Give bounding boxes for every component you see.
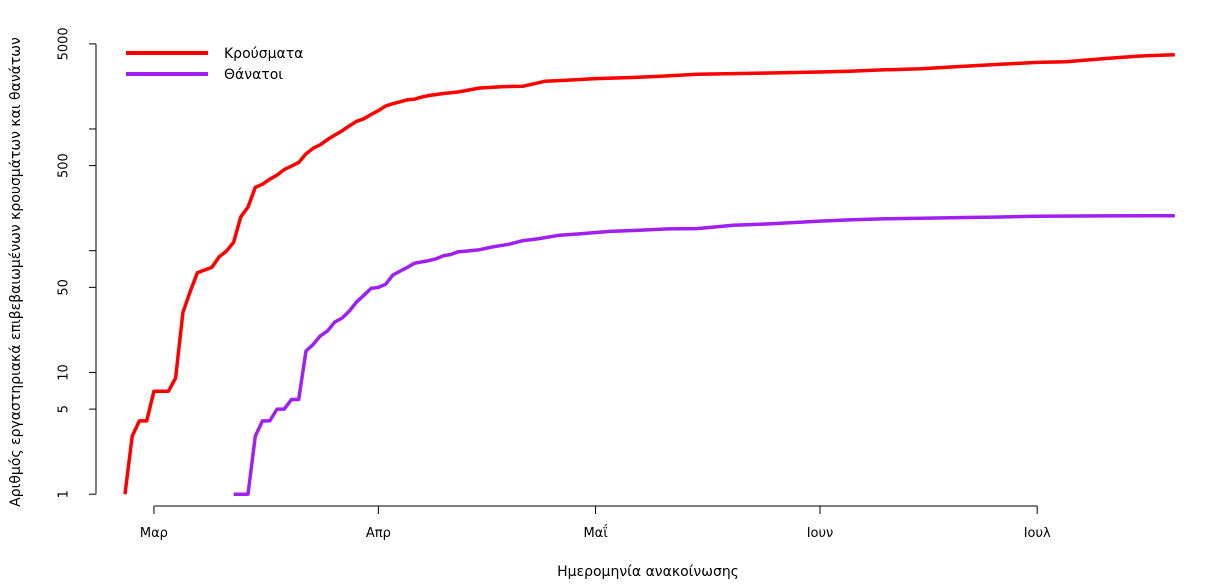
legend-label-0: Κρούσματα (224, 46, 303, 62)
series-line-1 (233, 213, 1175, 496)
x-tick-label: Απρ (366, 526, 391, 541)
x-axis: Μαρ Απρ Μαΐ Ιουν Ιουλ (140, 505, 1051, 541)
x-tick-label: Μαρ (140, 526, 168, 541)
series-group (123, 52, 1175, 496)
y-tick-label: 50 (57, 279, 72, 296)
legend-label-1: Θάνατοι (224, 67, 283, 83)
y-tick-label: 5000 (57, 27, 72, 60)
x-tick-label: Μαΐ (583, 525, 608, 541)
y-tick-label: 5 (57, 405, 72, 413)
y-tick-label: 500 (57, 153, 72, 178)
series-line-0 (123, 52, 1175, 495)
y-tick-label: 10 (57, 364, 72, 381)
x-axis-title: Ημερομηνία ανακοίνωσης (557, 564, 739, 580)
x-tick-label: Ιουν (807, 526, 834, 541)
legend: Κρούσματα Θάνατοι (126, 46, 303, 83)
y-axis-title: Αριθμός εργαστηριακά επιβεβαιωμένων κρου… (8, 37, 24, 507)
x-tick-label: Ιουλ (1024, 526, 1051, 541)
y-tick-label: 1 (57, 490, 72, 498)
y-axis: 1 5 10 50 500 5000 (57, 27, 97, 498)
